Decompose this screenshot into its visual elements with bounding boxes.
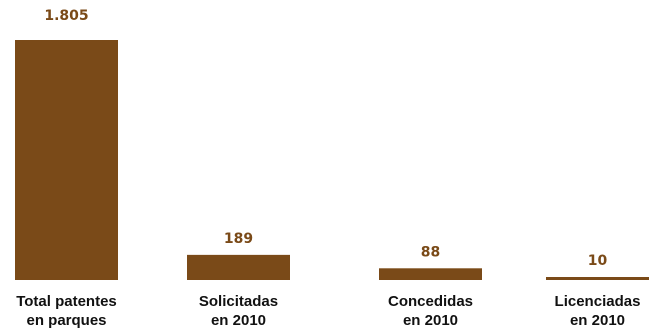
category-label-3-line-1: en 2010 [570,312,625,329]
category-label-1-line-1: en 2010 [211,312,266,329]
category-label-1-line-0: Solicitadas [199,293,278,310]
value-labels-group: 1.805 189 88 10 [44,8,607,269]
category-label-0-line-1: en parques [26,312,106,329]
category-label-3-line-0: Licenciadas [555,293,641,310]
value-label-0: 1.805 [44,8,88,24]
bar-1 [187,254,290,280]
bar-0 [15,40,118,280]
value-label-3: 10 [588,253,608,269]
value-label-2: 88 [421,244,440,260]
category-labels-group: Total patentes en parques Solicitadas en 20… [16,293,640,329]
value-label-1: 189 [224,231,253,247]
category-label-2-line-0: Concedidas [388,293,473,310]
bar-3 [546,277,649,280]
category-label-0-line-0: Total patentes [16,293,117,310]
bar-2 [379,268,482,280]
category-label-2-line-1: en 2010 [403,312,458,329]
bars-group [15,40,649,280]
